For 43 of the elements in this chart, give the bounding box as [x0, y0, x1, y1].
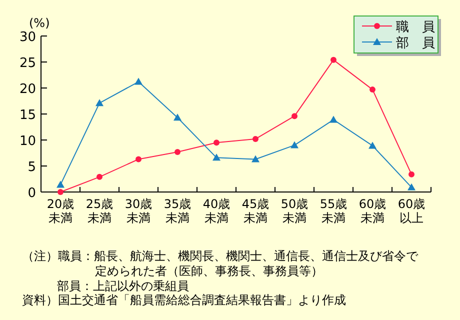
- point: [408, 183, 416, 190]
- legend-label: 職 員: [396, 20, 435, 35]
- x-tick-label: 60歳未満: [358, 197, 388, 225]
- x-tick-label: 35歳未満: [162, 197, 192, 225]
- y-tick-label: 0: [28, 186, 36, 201]
- y-tick-label: 20: [19, 82, 36, 97]
- text: 資料）国土交通省「船員需給総合調査結果報告書」より作成: [22, 293, 347, 308]
- point: [290, 141, 298, 148]
- point: [56, 180, 64, 188]
- x-tick-label: 20歳未満: [46, 197, 76, 225]
- point: [368, 142, 376, 149]
- point: [330, 56, 336, 63]
- point: [174, 148, 180, 155]
- x-tick-label: 30歳未満: [124, 197, 154, 225]
- y-tick-label: 30: [19, 30, 36, 45]
- x-tick-label: 55歳未満: [318, 197, 348, 225]
- point: [252, 136, 258, 142]
- point: [58, 189, 64, 195]
- point: [212, 154, 220, 161]
- x-tick-label: 40歳未満: [202, 197, 232, 225]
- point: [370, 86, 376, 93]
- point: [292, 113, 298, 120]
- point: [408, 171, 414, 178]
- x-tick-label: 60歳以上: [396, 197, 426, 225]
- x-tick-label: 45歳未満: [240, 197, 270, 225]
- y-tick-label: 25: [19, 56, 36, 71]
- point: [134, 78, 142, 85]
- text: （注）職員：船長、航海士、機関長、機関士、通信長、通信士及び省令で定められた者（医師、事務長、事務員等）: [22, 249, 420, 278]
- x-tick-label: 25歳未満: [84, 197, 114, 225]
- point: [252, 155, 260, 162]
- y-tick-label: 15: [19, 108, 36, 123]
- point: [330, 116, 338, 123]
- y-axis-title: (%): [29, 16, 50, 30]
- text: 部員：上記以外の乗組員: [57, 279, 190, 294]
- y-tick-label: 5: [28, 160, 36, 175]
- point: [174, 114, 182, 121]
- point: [96, 99, 104, 106]
- y-tick-label: 10: [19, 134, 36, 149]
- point: [96, 174, 102, 180]
- point: [214, 140, 220, 146]
- legend-label: 部 員: [396, 36, 435, 51]
- x-tick-label: 50歳未満: [280, 197, 310, 225]
- point: [136, 156, 142, 162]
